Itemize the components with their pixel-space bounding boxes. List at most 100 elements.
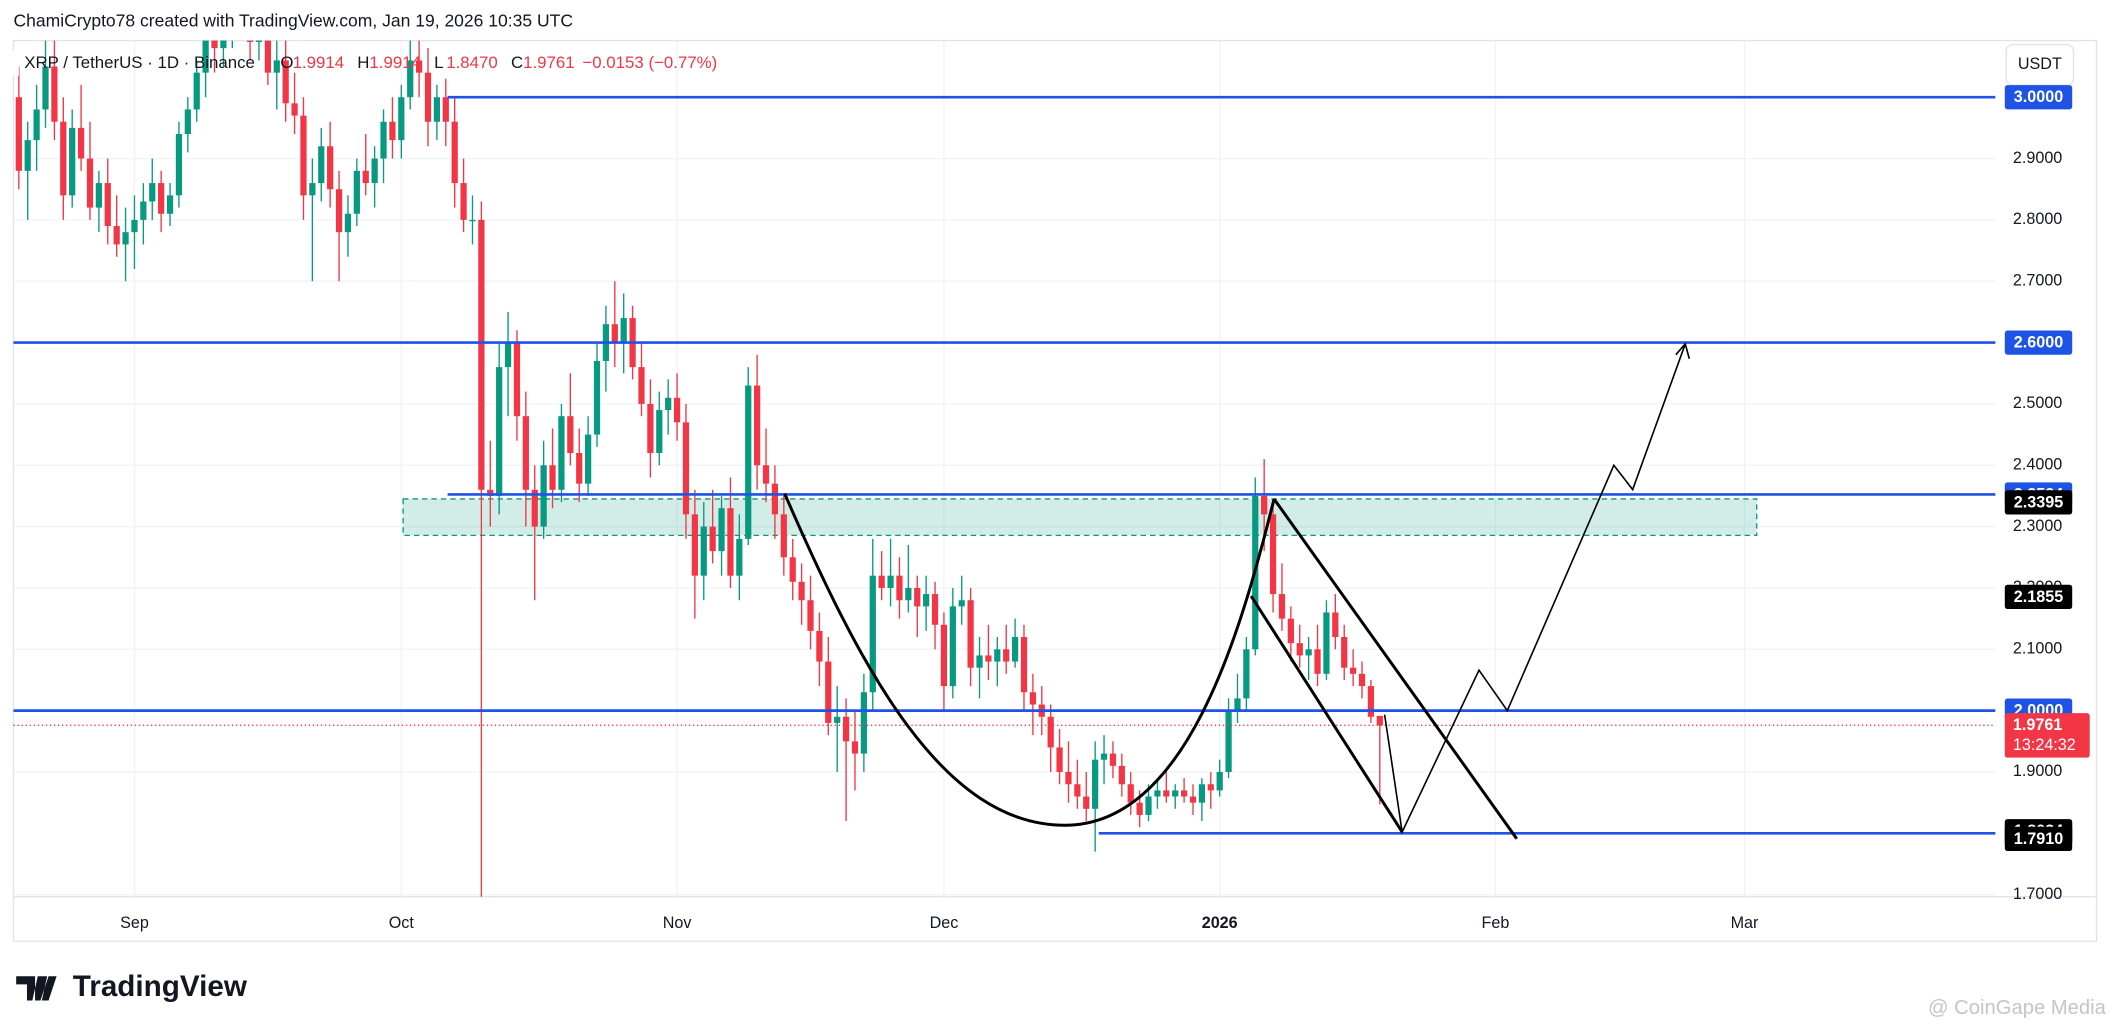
candle-body <box>220 40 227 49</box>
levels <box>13 95 1996 835</box>
candle-body <box>673 397 681 423</box>
candle-body <box>86 158 94 208</box>
candle-body <box>780 514 787 558</box>
candle-body <box>611 324 618 343</box>
x-axis: Sep Oct Nov Dec 2026 Feb Mar <box>120 914 1759 932</box>
candle-body <box>665 397 672 411</box>
candle-body <box>958 600 965 607</box>
candle-body <box>193 72 200 110</box>
candle-body <box>1225 710 1232 772</box>
candle-body <box>585 434 592 484</box>
x-tick-label: Sep <box>120 914 149 932</box>
candle-body <box>576 452 583 484</box>
candle-body <box>202 40 209 73</box>
candle-body <box>754 385 761 466</box>
legend-key: O <box>280 53 293 72</box>
candle-body <box>273 60 280 73</box>
candle-body <box>371 158 378 184</box>
candles <box>15 40 1383 897</box>
candle-body <box>460 183 467 220</box>
candle-body <box>691 514 698 576</box>
candle-body <box>184 109 191 135</box>
candle-body <box>380 121 387 159</box>
candle-body <box>1216 771 1223 791</box>
marker-badge-label: 1.7910 <box>2014 830 2063 848</box>
flag-upper <box>1272 498 1518 840</box>
candle-body <box>736 538 743 576</box>
candle-body <box>24 140 31 171</box>
candle-body <box>914 587 921 607</box>
candle-body <box>834 716 841 723</box>
candle-body <box>1367 686 1375 717</box>
candle-body <box>540 465 547 527</box>
y-tick-label: 2.8000 <box>2013 210 2062 228</box>
candle-body <box>15 97 22 171</box>
legend-value: 1.9914 <box>369 53 421 72</box>
y-tick-label: 2.1000 <box>2013 640 2062 658</box>
support-zone <box>402 498 1758 537</box>
candle-body <box>42 66 49 110</box>
legend: XRP / TetherUS · 1D · Binance O 1.9914 H 1.… <box>10 51 717 76</box>
candle-body <box>816 630 823 662</box>
candle-body <box>300 115 307 196</box>
currency-label[interactable]: USDT <box>2018 55 2062 73</box>
candle-body <box>1332 612 1339 638</box>
candle-body <box>869 575 876 693</box>
watermark: @ CoinGape Media <box>1928 997 2107 1019</box>
x-tick-label: Nov <box>663 914 693 932</box>
candle-body <box>1065 771 1072 785</box>
legend-value: 1.9761 <box>523 53 575 72</box>
candle-body <box>558 416 565 490</box>
candle-body <box>504 342 512 368</box>
candle-body <box>1376 715 1383 726</box>
candle-body <box>1234 698 1241 711</box>
legend-value: 1.8470 <box>446 53 498 72</box>
y-tick-label: 2.7000 <box>2013 271 2062 289</box>
x-tick-label: Oct <box>389 914 415 932</box>
legend-items: O 1.9914 H 1.9914 L 1.8470 C 1.9761 <box>280 53 574 72</box>
y-tick-label: 2.4000 <box>2013 456 2062 474</box>
candle-body <box>1145 796 1152 815</box>
level-badge-label: 3.0000 <box>2014 88 2063 106</box>
marker-badge <box>2004 490 2073 515</box>
marker-badge <box>2004 826 2073 851</box>
candle-body <box>1180 790 1188 797</box>
candle-body <box>745 385 752 539</box>
candle-body <box>940 624 948 687</box>
cup-curve <box>783 492 1276 827</box>
candle-body <box>976 655 983 668</box>
candle-body <box>1003 649 1010 662</box>
candle-body <box>1323 612 1330 674</box>
candle-body <box>1278 594 1286 619</box>
candle-body <box>1243 649 1250 699</box>
legend-key: L <box>434 53 443 72</box>
candle-body <box>1083 796 1090 809</box>
header: ChamiCrypto78 created with TradingView.c… <box>13 10 573 30</box>
candle-body <box>1341 637 1348 668</box>
flag-lower <box>1249 595 1404 833</box>
candle-body <box>424 72 432 122</box>
candle-body <box>1287 618 1294 644</box>
candle-body <box>211 40 218 49</box>
candle-body <box>1100 753 1108 760</box>
level-badge-label: 2.6000 <box>2014 334 2063 352</box>
marker-badge-label: 2.3395 <box>2014 493 2063 511</box>
candle-body <box>994 649 1001 662</box>
candle-body <box>985 655 992 662</box>
candle-body <box>415 60 423 73</box>
candle-body <box>140 201 147 220</box>
candle-body <box>949 606 956 687</box>
projection-arrowhead <box>1675 342 1691 359</box>
candle-body <box>469 219 476 222</box>
candle-body <box>1350 667 1357 674</box>
candle-body <box>896 575 903 601</box>
candle-body <box>131 219 138 233</box>
candle-body <box>264 40 272 73</box>
candle-body <box>967 600 974 668</box>
candle-body <box>122 232 129 245</box>
candle-body <box>113 226 120 245</box>
candle-body <box>1029 692 1036 705</box>
candle-body <box>451 121 458 184</box>
candle-body <box>69 127 76 196</box>
